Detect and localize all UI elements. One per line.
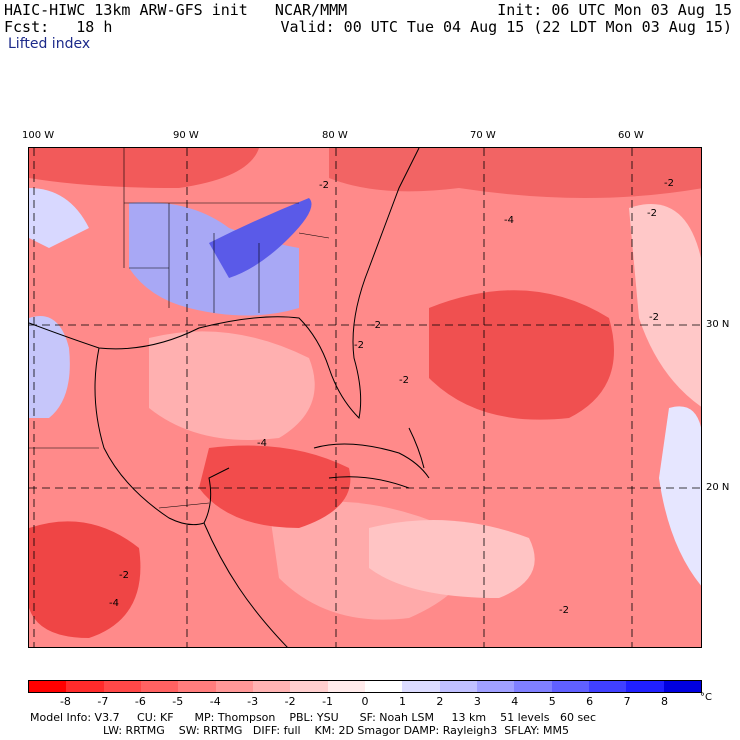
blue-region-mexico <box>29 316 70 418</box>
contour-label: -2 <box>559 605 569 616</box>
deep-blue-band <box>209 198 312 278</box>
deep-red-north <box>29 148 259 188</box>
colorbar-tick-label: 8 <box>661 695 669 708</box>
colorbar-tick-label: -3 <box>247 695 259 708</box>
colorbar-segment <box>439 681 477 692</box>
contour-label: -2 <box>319 180 329 191</box>
map-canvas: -2 -4 -2 -2 -2 -2 -2 -4 -2 -2 -2 -4 <box>29 148 701 647</box>
colorbar-segment <box>66 681 104 692</box>
deep-red-pacific <box>29 521 141 638</box>
colorbar-segment <box>663 681 701 692</box>
colorbar-tick-label: -6 <box>134 695 146 708</box>
lon-label-100w: 100 W <box>22 130 55 141</box>
political-borders <box>29 148 330 509</box>
colorbar-segment <box>402 681 440 692</box>
model-title: HAIC-HIWC 13km ARW-GFS init NCAR/MMM <box>4 1 348 19</box>
colorbar-segment <box>178 681 216 692</box>
contour-label: -2 <box>354 340 364 351</box>
colorbar-segment <box>364 681 403 692</box>
colorbar-tick-label: 7 <box>623 695 631 708</box>
model-info-line1: Model Info: V3.7 CU: KF MP: Thompson PBL… <box>30 711 596 724</box>
colorbar-tick-label: 6 <box>586 695 594 708</box>
colorbar-tick-label: -7 <box>97 695 109 708</box>
model-info-line2: LW: RRTMG SW: RRTMG DIFF: full KM: 2D Sm… <box>103 724 569 737</box>
colorbar-unit: °C <box>700 692 712 703</box>
contour-label: -4 <box>504 215 514 226</box>
colorbar-segment <box>476 681 515 692</box>
deep-red-caribbean <box>199 445 351 528</box>
colorbar-tick-label: -1 <box>322 695 334 708</box>
lifted-index-map: -2 -4 -2 -2 -2 -2 -2 -4 -2 -2 -2 -4 <box>28 147 702 648</box>
deep-red-northeast <box>329 148 701 198</box>
colorbar-tick-label: 1 <box>398 695 406 708</box>
lat-label-30n: 30 N <box>706 319 730 330</box>
pale-region-south <box>369 520 535 598</box>
lon-label-70w: 70 W <box>470 130 496 141</box>
lat-label-20n: 20 N <box>706 482 730 493</box>
colorbar-tick-label: -4 <box>209 695 221 708</box>
contour-label: -4 <box>109 598 119 609</box>
graticule <box>29 148 701 647</box>
init-time: Init: 06 UTC Mon 03 Aug 15 <box>497 1 732 19</box>
valid-time: Valid: 00 UTC Tue 04 Aug 15 (22 LDT Mon … <box>280 18 732 36</box>
colorbar-segment <box>551 681 589 692</box>
colorbar-segment <box>252 681 291 692</box>
colorbar-tick-label: 2 <box>436 695 444 708</box>
contour-label: -2 <box>647 208 657 219</box>
colorbar-segment <box>514 681 552 692</box>
contour-label: -2 <box>371 320 381 331</box>
colorbar-segment <box>327 681 365 692</box>
colorbar-segment <box>588 681 627 692</box>
pale-region-gulf <box>149 331 315 440</box>
contour-label: -2 <box>119 570 129 581</box>
lon-label-80w: 80 W <box>322 130 348 141</box>
lon-label-60w: 60 W <box>618 130 644 141</box>
contour-labels: -2 -4 -2 -2 -2 -2 -2 -4 -2 -2 -2 -4 <box>109 178 674 616</box>
colorbar-segment <box>290 681 328 692</box>
colorbar-tick-label: 5 <box>548 695 556 708</box>
lon-label-90w: 90 W <box>173 130 199 141</box>
colorbar-tick-label: -8 <box>59 695 71 708</box>
colorbar-tick-label: -5 <box>172 695 184 708</box>
blue-region-west <box>29 188 89 248</box>
deep-red-atlantic <box>429 290 614 420</box>
colorbar-segment <box>29 681 67 692</box>
colorbar-tick-label: 0 <box>361 695 369 708</box>
contour-label: -2 <box>664 178 674 189</box>
colorbar-segment <box>626 681 664 692</box>
colorbar-tick-label: -2 <box>284 695 296 708</box>
colorbar-segment <box>140 681 179 692</box>
colorbar <box>28 680 702 693</box>
contour-label: -4 <box>257 438 267 449</box>
colorbar-segment <box>215 681 253 692</box>
forecast-hour: Fcst: 18 h <box>4 18 113 36</box>
colorbar-segment <box>103 681 141 692</box>
contour-label: -2 <box>399 375 409 386</box>
colorbar-tick-label: 3 <box>473 695 481 708</box>
contour-label: -2 <box>649 312 659 323</box>
blue-region-east <box>659 406 701 586</box>
field-name: Lifted index <box>8 36 91 52</box>
pale-region-east <box>629 204 701 407</box>
colorbar-tick-label: 4 <box>511 695 519 708</box>
